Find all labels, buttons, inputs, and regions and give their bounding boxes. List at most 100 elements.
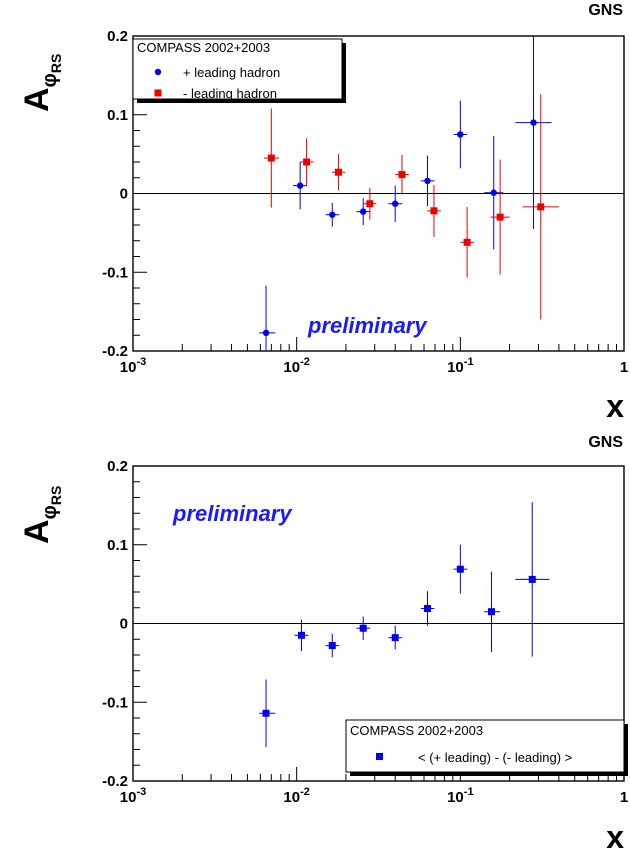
y-tick-label: -0.2 — [102, 343, 128, 360]
y-tick-labels: -0.2 -0.1 0 0.1 0.2 — [102, 28, 128, 360]
data-point — [331, 154, 346, 191]
marker — [262, 329, 270, 337]
y-tick-label: 0 — [120, 186, 128, 203]
marker — [334, 168, 342, 176]
marker — [424, 177, 431, 185]
data-point — [300, 138, 314, 186]
x-tick-label: 10-2 — [283, 786, 309, 806]
y-tick-label: -0.1 — [102, 264, 128, 281]
legend-box — [132, 38, 343, 100]
marker — [262, 709, 270, 717]
x-tick-label: 10-3 — [120, 356, 146, 376]
data-point — [259, 679, 276, 748]
marker — [296, 182, 304, 189]
x-tick-label: 10-3 — [120, 786, 146, 806]
data-point — [259, 285, 276, 351]
data-point — [453, 544, 468, 594]
legend-box — [345, 719, 625, 773]
y-tick-label: 0.1 — [107, 107, 128, 124]
legend-marker-diff — [376, 753, 383, 760]
data-point — [427, 184, 441, 237]
x-tick-labels: 10-3 10-2 10-1 1 — [120, 356, 628, 376]
legend-title: COMPASS 2002+2003 — [350, 723, 483, 738]
data-point — [395, 154, 409, 195]
data-point — [293, 162, 308, 210]
marker — [360, 208, 367, 215]
data-point — [388, 185, 403, 222]
marker — [303, 158, 311, 166]
marker — [423, 605, 431, 613]
x-axis-title: x — [606, 819, 624, 853]
x-tick-label: 10-1 — [447, 786, 473, 806]
y-axis-title-subsub: RS — [48, 486, 64, 505]
data-point — [388, 625, 403, 650]
y-axis-title-main: A — [18, 87, 56, 112]
data-point — [420, 155, 435, 207]
data-marks — [259, 502, 550, 748]
marker — [392, 200, 399, 207]
chart-panel-bottom: -0.2 -0.1 0 0.1 0.2 10-3 10-2 10-1 1 COMPASS 20… — [18, 434, 628, 853]
axis-ticks — [132, 35, 618, 352]
y-axis-title-sub: φ — [39, 73, 61, 87]
legend: COMPASS 2002+2003 + leading hadron - lea… — [132, 38, 346, 103]
data-point — [515, 36, 552, 229]
data-point — [325, 202, 340, 227]
x-tick-label: 10-1 — [447, 356, 473, 376]
marker — [359, 624, 367, 632]
data-point — [460, 206, 475, 278]
data-point — [522, 94, 559, 320]
data-marks — [259, 36, 559, 351]
x-tick-label: 10-2 — [283, 356, 309, 376]
y-tick-label: -0.2 — [102, 773, 128, 790]
legend: COMPASS 2002+2003 < (+ leading) - (- lea… — [345, 719, 628, 776]
marker — [366, 200, 374, 208]
corner-label: GNS — [588, 434, 623, 451]
marker — [537, 203, 545, 211]
marker — [267, 154, 275, 162]
y-tick-label: 0 — [120, 616, 128, 633]
x-tick-label: 1 — [620, 789, 628, 806]
svg-text:AφRS: AφRS — [18, 54, 64, 112]
legend-title: COMPASS 2002+2003 — [137, 40, 270, 55]
marker — [528, 575, 536, 583]
marker — [297, 631, 305, 639]
annotation-preliminary: preliminary — [172, 501, 293, 526]
y-axis-title-main: A — [18, 519, 56, 544]
marker — [456, 565, 464, 573]
data-point — [356, 198, 371, 225]
y-axis-title: AφRS — [18, 54, 64, 112]
marker — [328, 642, 336, 650]
data-point — [484, 571, 501, 652]
data-point — [356, 616, 371, 641]
legend-marker-plus — [154, 68, 162, 76]
legend-entry-minus: - leading hadron — [183, 86, 277, 101]
data-point — [363, 187, 377, 220]
x-tick-labels: 10-3 10-2 10-1 1 — [120, 786, 628, 806]
corner-label: GNS — [588, 2, 623, 19]
y-axis-title-sub: φ — [39, 505, 61, 519]
y-tick-labels: -0.2 -0.1 0 0.1 0.2 — [102, 458, 128, 790]
marker — [329, 211, 336, 218]
marker — [457, 131, 464, 138]
y-tick-label: 0.2 — [107, 458, 128, 475]
marker — [490, 189, 497, 196]
y-axis-title-subsub: RS — [48, 54, 64, 73]
x-axis-title: x — [606, 388, 624, 424]
y-tick-label: 0.2 — [107, 28, 128, 45]
y-tick-label: 0.1 — [107, 537, 128, 554]
marker — [487, 608, 495, 616]
data-point — [263, 108, 280, 208]
data-point — [490, 159, 510, 275]
legend-entry-diff: < (+ leading) - (- leading) > — [418, 750, 572, 765]
annotation-preliminary: preliminary — [307, 313, 428, 338]
x-tick-label: 1 — [620, 359, 628, 376]
data-point — [420, 591, 435, 626]
marker — [530, 119, 537, 126]
data-point — [325, 633, 340, 658]
data-point — [294, 619, 309, 652]
svg-text:AφRS: AφRS — [18, 486, 64, 544]
chart-panel-top: -0.2 -0.1 0 0.1 0.2 10-3 10-2 10-1 1 COMPASS 20… — [18, 2, 628, 424]
marker — [391, 634, 399, 642]
marker — [430, 207, 438, 215]
